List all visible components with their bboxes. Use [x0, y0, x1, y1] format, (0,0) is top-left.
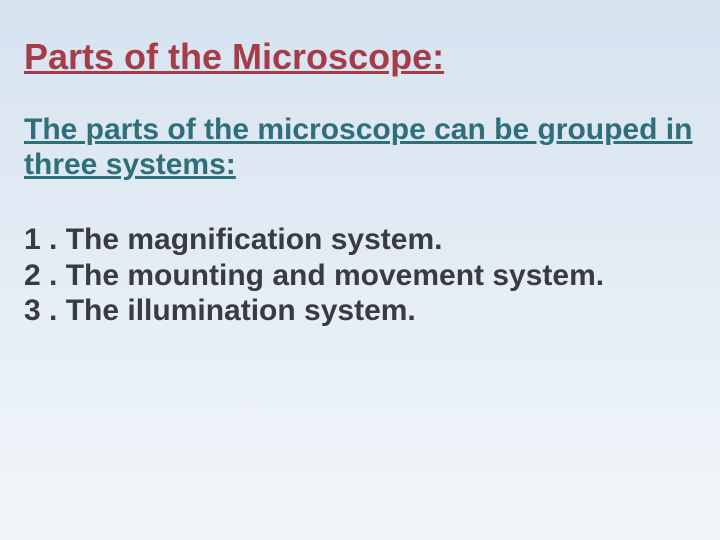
- list-item: 2 . The mounting and movement system.: [24, 258, 696, 293]
- list-item: 3 . The illumination system.: [24, 293, 696, 328]
- list-item: 1 . The magnification system.: [24, 222, 696, 257]
- systems-list: 1 . The magnification system. 2 . The mo…: [24, 222, 696, 328]
- slide-title: Parts of the Microscope:: [24, 36, 696, 77]
- slide-subtitle: The parts of the microscope can be group…: [24, 113, 696, 182]
- slide-container: Parts of the Microscope: The parts of th…: [0, 0, 720, 540]
